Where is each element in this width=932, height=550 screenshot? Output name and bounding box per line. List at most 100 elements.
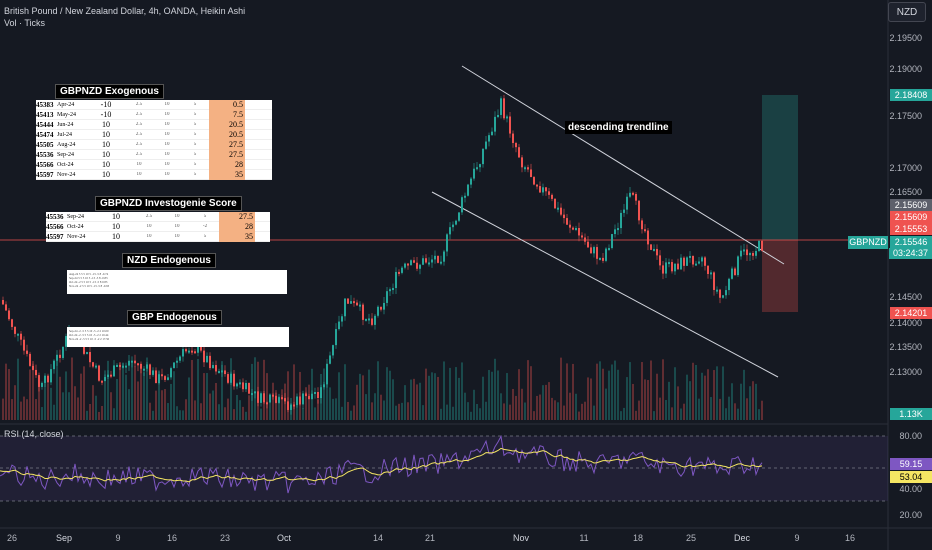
volume-bar <box>92 385 94 420</box>
volume-bar <box>317 399 319 420</box>
candle <box>329 355 331 364</box>
volume-bar <box>485 401 487 420</box>
volume-bar <box>113 408 115 420</box>
volume-bar <box>239 400 241 420</box>
volume-bar <box>737 408 739 420</box>
volume-bar <box>734 403 736 420</box>
candle <box>278 397 280 403</box>
candle <box>746 249 748 256</box>
candle <box>443 251 445 262</box>
upper-trendline[interactable] <box>461 65 785 265</box>
table-cell: 5 <box>193 172 197 177</box>
nzd-table-title: NZD Endogenous <box>122 253 216 268</box>
candle <box>191 350 193 353</box>
volume-bar <box>140 368 142 420</box>
volume-bar <box>188 377 190 420</box>
volume-bar <box>221 361 223 420</box>
candle <box>53 360 55 370</box>
candle <box>248 383 250 394</box>
volume-bar <box>491 371 493 420</box>
volume-bar <box>137 381 139 420</box>
table-cell: 10 <box>164 122 170 127</box>
rsi-axis-label: 20.00 <box>899 510 922 520</box>
volume-bar <box>542 385 544 420</box>
nzd-endogenous-table: Aug-24 5 5 5 10 5 -13 -5 8 -0.74 Sep-24 5… <box>67 270 287 294</box>
volume-bar <box>548 382 550 420</box>
volume-bar <box>638 400 640 420</box>
table-cell: 10 <box>174 214 180 219</box>
volume-bar <box>44 376 46 420</box>
volume-bar <box>32 361 34 420</box>
candle <box>95 365 97 368</box>
candle <box>680 257 682 270</box>
volume-bar <box>275 392 277 420</box>
volume-bar <box>23 396 25 420</box>
table-cell: 10 <box>164 162 170 167</box>
candle <box>140 363 142 369</box>
candle <box>404 263 406 268</box>
table-cell: 45597 <box>46 232 64 241</box>
volume-bar <box>422 405 424 420</box>
table-cell: 5 <box>193 132 197 137</box>
candle <box>455 220 457 225</box>
table-cell: 10 <box>164 112 170 117</box>
candle <box>551 194 553 199</box>
volume-bar <box>482 376 484 420</box>
volume-bar <box>539 394 541 420</box>
candle <box>626 196 628 210</box>
volume-bar <box>503 403 505 420</box>
lower-trendline[interactable] <box>431 191 779 378</box>
volume-bar <box>308 384 310 420</box>
table-cell: 2.5 <box>135 142 143 147</box>
volume-bar <box>95 395 97 420</box>
candle <box>50 369 52 383</box>
time-axis-label: Oct <box>276 533 292 543</box>
table-cell: 2.5 <box>135 112 143 117</box>
candle <box>203 350 205 363</box>
candle <box>284 398 286 402</box>
volume-bar <box>17 358 19 420</box>
candle <box>407 263 409 266</box>
candle <box>332 345 334 356</box>
table-cell: 10 <box>164 142 170 147</box>
volume-bar <box>554 400 556 420</box>
candle <box>365 318 367 321</box>
volume-bar <box>590 378 592 420</box>
table-cell: 10 <box>102 150 110 159</box>
volume-indicator-label: Vol · Ticks <box>4 18 46 28</box>
volume-bar <box>410 379 412 420</box>
time-axis-label: Sep <box>55 533 73 543</box>
currency-button[interactable]: NZD <box>888 2 926 22</box>
volume-bar <box>458 377 460 420</box>
candle <box>536 184 538 187</box>
candle <box>296 396 298 406</box>
volume-bar <box>671 407 673 420</box>
candle <box>713 272 715 290</box>
table-cell: 10 <box>146 224 152 229</box>
candle <box>116 364 118 367</box>
volume-bar <box>584 401 586 420</box>
candle <box>611 234 613 248</box>
table-cell: 5 <box>193 142 197 147</box>
candle <box>311 393 313 400</box>
volume-bar <box>314 407 316 420</box>
candle <box>509 116 511 134</box>
long-position-target-zone[interactable] <box>762 95 798 240</box>
long-position-stop-zone[interactable] <box>762 240 798 312</box>
candle <box>695 263 697 266</box>
candle <box>200 346 202 351</box>
candle <box>5 304 7 311</box>
candle <box>14 326 16 334</box>
table-row: 45505 Aug-24 10 2.5 10 5 27.5 <box>36 139 272 150</box>
volume-bar <box>587 377 589 420</box>
volume-bar <box>293 364 295 420</box>
volume-bar <box>620 411 622 420</box>
table-cell: 45536 <box>46 212 64 221</box>
volume-bar <box>716 366 718 420</box>
volume-bar <box>653 411 655 420</box>
candle <box>524 167 526 170</box>
table-cell: May-24 <box>57 111 76 118</box>
trendline-annotation[interactable]: descending trendline <box>565 121 672 134</box>
candle <box>530 169 532 178</box>
candle <box>173 362 175 369</box>
